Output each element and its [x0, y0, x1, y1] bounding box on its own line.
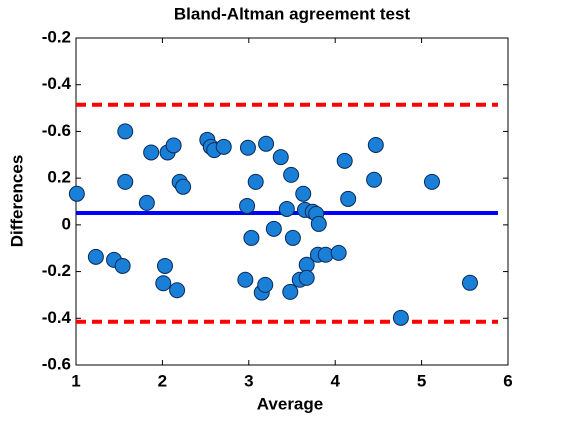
- y-tick-label: -0.6: [42, 121, 71, 140]
- point: [87, 248, 104, 265]
- point: [366, 171, 383, 188]
- point: [423, 173, 440, 190]
- point: [156, 257, 173, 274]
- point: [175, 178, 192, 195]
- point: [114, 257, 131, 274]
- point: [258, 135, 275, 152]
- point: [336, 152, 353, 169]
- x-tick-label: 1: [71, 371, 80, 390]
- point: [117, 123, 134, 140]
- x-tick-label: 2: [158, 371, 167, 390]
- point: [330, 244, 347, 261]
- point: [247, 173, 264, 190]
- x-tick-label: 4: [330, 371, 340, 390]
- point: [298, 269, 315, 286]
- point: [243, 229, 260, 246]
- point: [340, 190, 357, 207]
- y-axis-label: Differences: [7, 155, 26, 248]
- point: [310, 215, 327, 232]
- point: [257, 276, 274, 293]
- y-tick-label: -0.2: [42, 27, 71, 46]
- point: [143, 144, 160, 161]
- x-tick-label: 5: [417, 371, 426, 390]
- point: [169, 282, 186, 299]
- point: [283, 166, 300, 183]
- y-tick-label: -0.4: [42, 308, 72, 327]
- point: [278, 200, 295, 217]
- point: [68, 185, 85, 202]
- x-tick-label: 6: [503, 371, 512, 390]
- point: [239, 139, 256, 156]
- y-tick-label: 0.2: [47, 168, 71, 187]
- point: [272, 149, 289, 166]
- y-tick-label: -0.6: [42, 354, 71, 373]
- point: [461, 274, 478, 291]
- y-tick-label: -0.4: [42, 74, 72, 93]
- point: [284, 229, 301, 246]
- point: [295, 185, 312, 202]
- point: [165, 137, 182, 154]
- point: [239, 197, 256, 214]
- x-axis-label: Average: [257, 394, 323, 413]
- point: [138, 194, 155, 211]
- y-tick-label: 0: [62, 214, 71, 233]
- x-tick-label: 3: [244, 371, 253, 390]
- chart-title: Bland-Altman agreement test: [174, 4, 410, 23]
- point: [215, 138, 232, 155]
- point: [392, 309, 409, 326]
- y-tick-label: -0.2: [42, 261, 71, 280]
- point: [155, 275, 172, 292]
- point: [367, 136, 384, 153]
- point: [282, 283, 299, 300]
- point: [265, 220, 282, 237]
- point: [237, 271, 254, 288]
- point: [117, 173, 134, 190]
